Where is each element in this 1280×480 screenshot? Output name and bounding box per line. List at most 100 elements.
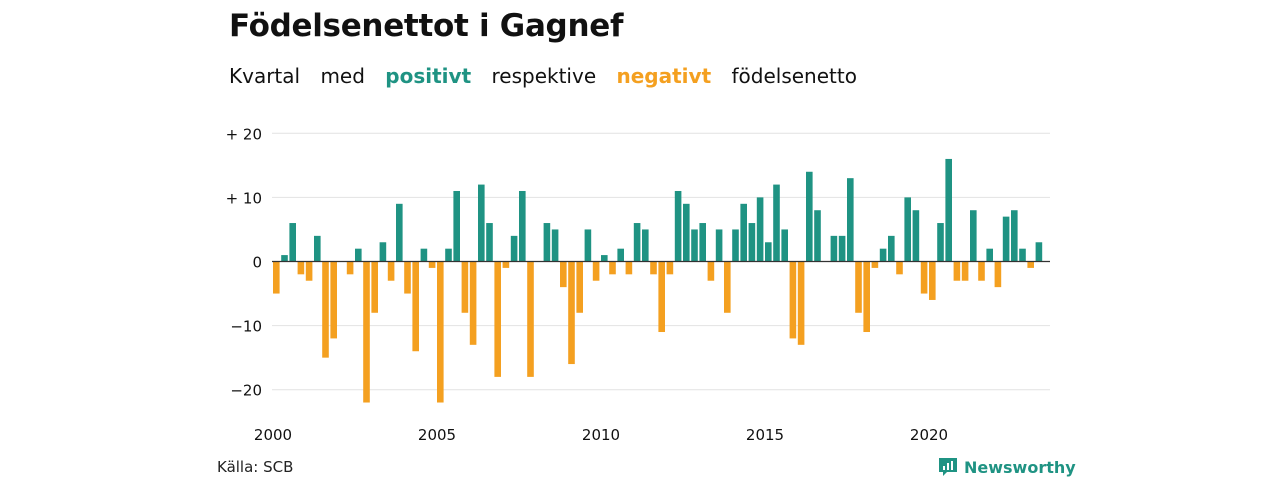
y-tick-label: + 20: [226, 125, 262, 143]
newsworthy-logo[interactable]: Newsworthy: [938, 457, 1076, 477]
bar: [281, 255, 288, 262]
page-title: Födelsenettot i Gagnef: [229, 8, 624, 44]
bar: [625, 261, 633, 275]
bar: [305, 261, 313, 281]
bar: [387, 261, 395, 281]
bar: [297, 261, 305, 275]
bar: [396, 203, 403, 262]
bar: [1019, 248, 1026, 262]
x-tick-label: 2015: [746, 426, 784, 444]
bar: [707, 261, 715, 281]
bar: [732, 229, 739, 262]
bar: [1035, 242, 1043, 262]
y-tick-label: −10: [230, 318, 262, 336]
bar: [568, 261, 575, 365]
bar: [527, 261, 534, 377]
subtitle-word-fodelsenetto: födelsenetto: [731, 64, 857, 88]
bar: [773, 184, 780, 262]
x-tick-label: 2010: [582, 426, 620, 444]
x-tick-label: 2000: [254, 426, 292, 444]
bar: [797, 261, 805, 345]
subtitle-word-respektive: respektive: [491, 64, 597, 88]
bar: [551, 229, 559, 262]
bar: [502, 261, 510, 268]
y-tick-label: + 10: [226, 189, 262, 207]
bar: [355, 248, 362, 262]
bar: [789, 261, 797, 339]
bar: [322, 261, 329, 358]
subtitle-word-med: med: [320, 64, 365, 88]
bar: [560, 261, 567, 288]
bar: [437, 261, 444, 403]
bar: [683, 203, 690, 262]
bar: [412, 261, 419, 352]
bar: [978, 261, 985, 281]
bar: [601, 255, 608, 262]
bar: [330, 261, 337, 339]
bar: [945, 158, 952, 262]
bar: [314, 235, 321, 262]
bar: [650, 261, 657, 275]
bar: [920, 261, 928, 294]
bar: [756, 197, 764, 262]
bar: [1002, 216, 1010, 262]
subtitle: Kvartal med positivt respektive negativt…: [229, 64, 871, 88]
y-tick-label: 0: [252, 254, 262, 272]
bar: [510, 235, 518, 262]
bar: [691, 229, 698, 262]
bar: [715, 229, 723, 262]
bar: [740, 203, 747, 262]
x-tick-label: 2005: [418, 426, 456, 444]
bar: [404, 261, 411, 294]
bar: [847, 178, 854, 262]
bar: [699, 223, 706, 262]
bar: [346, 261, 354, 275]
bar: [633, 223, 641, 262]
bar: [379, 242, 387, 262]
bar: [1011, 210, 1018, 262]
bar: [986, 248, 993, 262]
bar: [478, 184, 485, 262]
bar: [806, 171, 813, 262]
y-tick-label: −20: [230, 382, 262, 400]
x-tick-label: 2020: [910, 426, 948, 444]
bar: [838, 235, 846, 262]
bar: [428, 261, 436, 268]
bar: [937, 223, 944, 262]
bar: [445, 248, 452, 262]
bar: [461, 261, 469, 313]
source-note: Källa: SCB: [217, 458, 294, 476]
subtitle-word-kvartal: Kvartal: [229, 64, 301, 88]
bar: [584, 229, 592, 262]
bar: [486, 223, 493, 262]
newsworthy-logo-icon: [939, 458, 957, 476]
bar: [961, 261, 969, 281]
bar: [469, 261, 477, 345]
bar: [748, 223, 756, 262]
bar: [970, 210, 977, 262]
bar: [724, 261, 731, 313]
bar: [658, 261, 665, 333]
bar: [609, 261, 616, 275]
bar: [1027, 261, 1034, 268]
bar: [929, 261, 936, 300]
bar: [519, 190, 526, 262]
bar: [888, 235, 895, 262]
subtitle-negative-label: negativt: [616, 64, 712, 88]
bar: [830, 235, 838, 262]
bar: [879, 248, 887, 262]
bar: [453, 190, 460, 262]
bar: [642, 229, 649, 262]
bar: [273, 261, 280, 294]
bar: [363, 261, 370, 403]
bar: [371, 261, 378, 313]
bar: [814, 210, 821, 262]
bar: [674, 190, 682, 262]
bar: [912, 210, 920, 262]
bar: [289, 223, 296, 262]
bar: [543, 223, 551, 262]
subtitle-positive-label: positivt: [385, 64, 472, 88]
bar: [863, 261, 870, 333]
bar: [576, 261, 583, 313]
